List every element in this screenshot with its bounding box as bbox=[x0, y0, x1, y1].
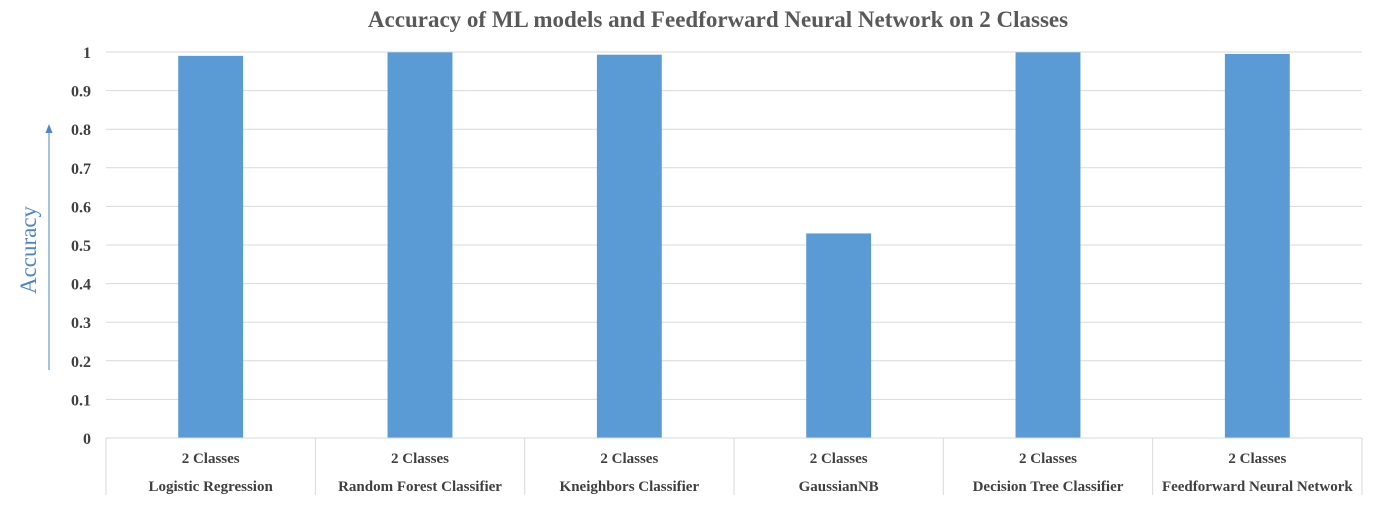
y-tick-label: 0 bbox=[83, 431, 91, 448]
x-category-label: Decision Tree Classifier bbox=[973, 479, 1124, 495]
bars bbox=[178, 52, 1290, 439]
y-tick-label: 0.3 bbox=[71, 315, 91, 332]
y-tick-label: 0.6 bbox=[71, 199, 91, 216]
y-axis-label-group: Accuracy bbox=[16, 124, 53, 370]
y-tick-label: 0.7 bbox=[71, 161, 91, 178]
x-category-label: GaussianNB bbox=[799, 479, 879, 495]
y-tick-label: 0.8 bbox=[71, 122, 91, 139]
x-category-label: Kneighbors Classifier bbox=[560, 479, 700, 495]
y-tick-labels: 0 0.1 0.2 0.3 0.4 0.5 0.6 0.7 0.8 0.9 1 bbox=[71, 45, 91, 448]
x-group-label: 2 Classes bbox=[1228, 451, 1286, 467]
y-tick-label: 0.4 bbox=[71, 277, 91, 294]
bar bbox=[1015, 52, 1081, 439]
y-tick-label: 0.1 bbox=[71, 392, 91, 409]
chart-title: Accuracy of ML models and Feedforward Ne… bbox=[368, 7, 1068, 32]
y-axis-arrow-head bbox=[45, 124, 53, 133]
bar bbox=[1224, 53, 1290, 439]
x-group-label: 2 Classes bbox=[182, 451, 240, 467]
bar bbox=[387, 52, 453, 439]
gridlines bbox=[106, 51, 1362, 400]
bar bbox=[178, 55, 244, 439]
y-tick-label: 1 bbox=[83, 45, 91, 62]
x-group-label: 2 Classes bbox=[600, 451, 658, 467]
x-category-label: Feedforward Neural Network bbox=[1162, 479, 1353, 495]
x-axis: 2 Classes Logistic Regression 2 Classes Ran… bbox=[105, 437, 1363, 495]
bar bbox=[806, 233, 872, 438]
bar bbox=[596, 54, 662, 439]
x-category-label: Logistic Regression bbox=[149, 479, 274, 495]
y-tick-label: 0.5 bbox=[71, 238, 91, 255]
x-group-label: 2 Classes bbox=[810, 451, 868, 467]
x-category-label: Random Forest Classifier bbox=[338, 479, 502, 495]
x-group-label: 2 Classes bbox=[391, 451, 449, 467]
y-axis-label: Accuracy bbox=[16, 205, 41, 294]
y-tick-label: 0.2 bbox=[71, 354, 91, 371]
y-tick-label: 0.9 bbox=[71, 84, 91, 101]
x-group-label: 2 Classes bbox=[1019, 451, 1077, 467]
